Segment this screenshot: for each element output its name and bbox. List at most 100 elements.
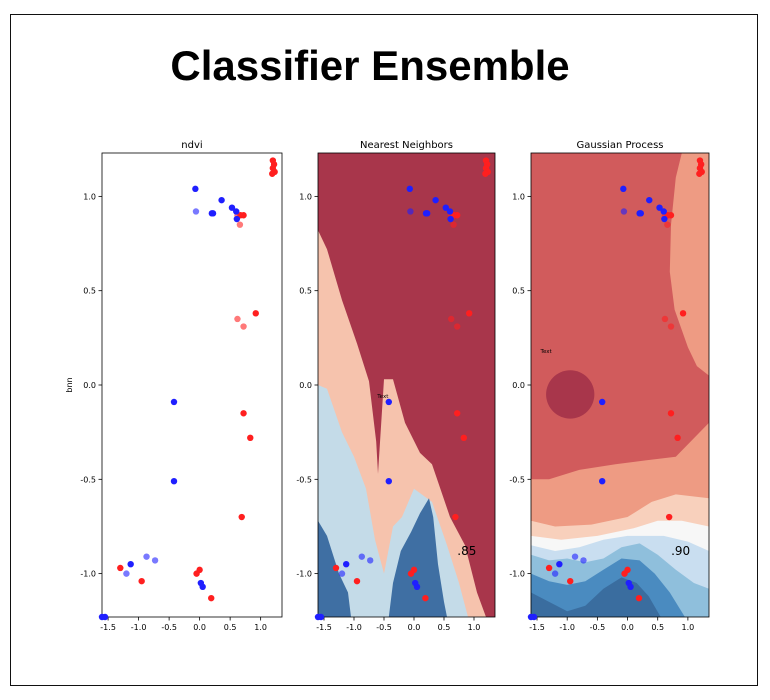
chart-panel-3: Gaussian Process -1.0 -0.5 0.0 0.5 1.0 -1.5 -1.… (509, 140, 710, 632)
data-point-red (138, 577, 145, 585)
data-point-blue (551, 570, 559, 577)
x-tick-label: -0.5 (376, 623, 392, 632)
y-tick-label: 1.0 (299, 192, 312, 201)
chart-panel-1: ndvi -1.0 -0.5 0.0 0.5 1.0 -1.5 -1.0 -0.5 0.0 0.5 1… (65, 140, 283, 632)
chart-title: Gaussian Process (577, 140, 664, 151)
data-point-blue (151, 557, 159, 564)
data-point-red (661, 315, 669, 323)
data-point-red (567, 577, 574, 585)
x-tick-label: -1.5 (100, 623, 116, 632)
data-point-blue (637, 210, 645, 217)
data-point-red (234, 315, 241, 323)
data-point-blue (192, 208, 200, 215)
data-point-red (466, 310, 473, 317)
data-point-red (450, 221, 457, 228)
data-point-blue (646, 196, 653, 204)
y-tick-label: -1.0 (296, 570, 312, 579)
data-point-blue (170, 477, 178, 485)
data-point-blue (199, 583, 206, 591)
y-tick-label: -1.0 (509, 570, 525, 579)
x-tick-label: 0.0 (408, 623, 421, 632)
data-point-blue (343, 560, 350, 568)
data-point-red (117, 564, 124, 572)
x-tick-label: 0.5 (651, 623, 664, 632)
data-point-blue (413, 583, 421, 591)
text-annotation: Text (376, 394, 389, 400)
data-point-red (353, 577, 361, 585)
data-point-blue (424, 210, 431, 217)
x-tick-label: -0.5 (161, 623, 177, 632)
data-point-red (240, 212, 247, 219)
data-point-red (454, 323, 461, 330)
data-point-red (238, 513, 245, 521)
data-point-red (240, 410, 247, 417)
x-tick-label: -1.0 (559, 623, 575, 632)
data-point-blue (385, 398, 392, 406)
data-point-red (664, 221, 671, 228)
data-point-blue (407, 208, 414, 215)
data-point-red (193, 570, 200, 577)
x-tick-label: -1.5 (316, 623, 332, 632)
data-point-blue (233, 208, 240, 215)
y-axis-label: bnn (65, 377, 74, 392)
y-tick-label: 1.0 (512, 192, 525, 201)
x-tick-label: 0.5 (224, 623, 237, 632)
data-point-blue (447, 215, 454, 223)
y-tick-label: -0.5 (509, 475, 525, 484)
y-tick-label: 1.0 (83, 192, 96, 201)
data-point-red (621, 570, 628, 577)
page-title: Classifier Ensemble (170, 42, 570, 89)
data-point-red (407, 570, 415, 577)
data-point-blue (123, 570, 130, 577)
data-point-red (240, 323, 247, 330)
data-point-red (236, 221, 244, 228)
x-tick-label: 1.0 (468, 623, 481, 632)
data-point-red (482, 170, 489, 177)
data-point-red (448, 315, 455, 323)
data-point-red (332, 564, 340, 572)
x-tick-label: -1.5 (529, 623, 545, 632)
data-point-blue (627, 583, 634, 591)
data-point-blue (406, 185, 413, 193)
data-point-blue (620, 208, 628, 215)
x-tick-label: 1.0 (254, 623, 267, 632)
knn-region-darkblue-center (388, 498, 447, 617)
score-annotation: .90 (671, 544, 690, 558)
data-point-blue (656, 204, 663, 211)
data-point-blue (233, 215, 241, 223)
data-point-blue (218, 196, 225, 204)
data-point-blue (580, 557, 587, 564)
data-point-red (667, 410, 675, 417)
data-point-red (674, 434, 681, 442)
data-point-blue (660, 208, 667, 215)
data-point-blue (442, 204, 449, 211)
data-point-blue (446, 208, 454, 215)
data-point-blue (599, 398, 606, 406)
data-point-red (454, 212, 461, 219)
y-tick-label: 0.0 (299, 381, 312, 390)
data-point-blue (127, 560, 134, 568)
data-point-blue (385, 477, 392, 485)
chart-title: ndvi (181, 140, 202, 151)
data-point-red (252, 310, 259, 317)
data-point-blue (314, 613, 322, 621)
data-point-blue (338, 570, 346, 577)
y-tick-label: 0.5 (299, 287, 312, 296)
data-point-red (452, 513, 459, 521)
data-point-blue (192, 185, 199, 193)
chart-panel-2: Nearest Neighbors -1.0 -0.5 0.0 0.5 1.0 -1.5 -1… (296, 140, 496, 632)
x-tick-label: 0.5 (438, 623, 451, 632)
score-annotation: .85 (457, 544, 476, 558)
axes-frame (101, 152, 283, 618)
gp-level-0 (546, 370, 595, 419)
data-point-blue (143, 553, 150, 560)
x-tick-label: -0.5 (590, 623, 606, 632)
data-point-blue (209, 210, 217, 217)
data-point-red (247, 434, 254, 442)
data-point-red (208, 594, 215, 602)
y-tick-label: 0.0 (83, 381, 96, 390)
data-point-red (269, 170, 276, 177)
data-point-red (667, 323, 675, 330)
data-point-red (422, 594, 429, 602)
